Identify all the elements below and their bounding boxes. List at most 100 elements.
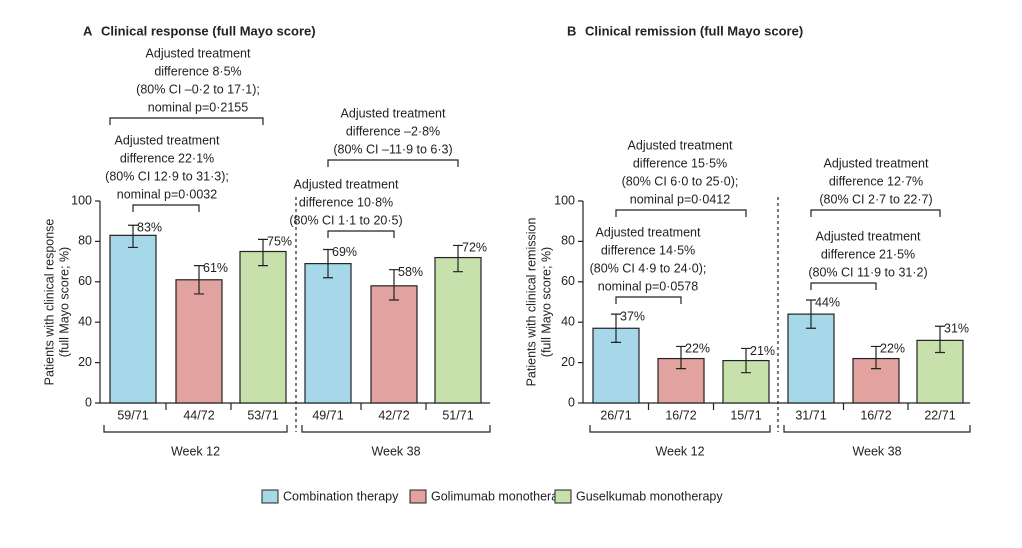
value-label: 83% xyxy=(137,221,162,235)
error-bar xyxy=(453,244,463,273)
annotation: difference 8·5% xyxy=(154,64,241,78)
group-bracket xyxy=(589,425,771,433)
count-label: 44/72 xyxy=(183,408,214,422)
y-tick-label: 60 xyxy=(78,274,92,288)
y-axis-label: Patients with clinical response xyxy=(42,219,56,386)
annotation: nominal p=0·0032 xyxy=(117,187,217,201)
bar xyxy=(370,285,418,404)
x-group-label: Week 12 xyxy=(655,444,704,458)
annotation: Adjusted treatment xyxy=(628,138,733,152)
value-label: 61% xyxy=(203,261,228,275)
annotation: Adjusted treatment xyxy=(816,229,921,243)
panel-label: A xyxy=(83,23,93,38)
count-label: 16/72 xyxy=(860,408,891,422)
count-label: 49/71 xyxy=(312,408,343,422)
legend-swatch xyxy=(554,489,572,504)
annotation: Adjusted treatment xyxy=(596,225,701,239)
error-bar xyxy=(323,248,333,279)
annotation: difference 12·7% xyxy=(829,174,923,188)
comparison-bracket xyxy=(327,159,459,167)
annotation: nominal p=0·0578 xyxy=(598,279,698,293)
y-axis-label: (full Mayo score; %) xyxy=(57,247,71,357)
annotation: difference 15·5% xyxy=(633,156,727,170)
chart-title: Clinical remission (full Mayo score) xyxy=(585,23,803,38)
annotation: (80% CI 1·1 to 20·5) xyxy=(289,213,402,227)
x-group-label: Week 12 xyxy=(171,444,220,458)
y-tick-label: 100 xyxy=(554,193,575,207)
annotation: (80% CI 4·9 to 24·0); xyxy=(590,261,707,275)
comparison-bracket xyxy=(615,209,747,217)
group-bracket xyxy=(783,425,971,433)
annotation: Adjusted treatment xyxy=(146,46,251,60)
count-label: 59/71 xyxy=(117,408,148,422)
value-label: 75% xyxy=(267,235,292,249)
annotation: Adjusted treatment xyxy=(294,177,399,191)
error-bar xyxy=(741,347,751,374)
annotation: nominal p=0·2155 xyxy=(148,100,248,114)
error-bar xyxy=(871,345,881,370)
value-label: 22% xyxy=(685,342,710,356)
error-bar xyxy=(935,325,945,354)
annotation: (80% CI –0·2 to 17·1); xyxy=(136,82,260,96)
value-label: 37% xyxy=(620,309,645,323)
comparison-bracket xyxy=(109,117,264,125)
value-label: 44% xyxy=(815,295,840,309)
annotation: Adjusted treatment xyxy=(341,106,446,120)
annotation: (80% CI 12·9 to 31·3); xyxy=(105,169,229,183)
error-bar xyxy=(676,345,686,370)
value-label: 72% xyxy=(462,241,487,255)
bar xyxy=(787,313,835,404)
count-label: 15/71 xyxy=(730,408,761,422)
comparison-bracket xyxy=(810,282,877,290)
count-label: 31/71 xyxy=(795,408,826,422)
y-tick-label: 20 xyxy=(78,355,92,369)
comparison-bracket xyxy=(132,204,200,212)
y-tick-label: 20 xyxy=(561,355,575,369)
comparison-bracket xyxy=(810,209,941,217)
y-tick-label: 80 xyxy=(561,234,575,248)
annotation: (80% CI 11·9 to 31·2) xyxy=(808,265,927,279)
legend-label: Guselkumab monotherapy xyxy=(576,489,723,503)
group-bracket xyxy=(301,425,491,433)
bar xyxy=(109,234,157,404)
y-tick-label: 0 xyxy=(568,395,575,409)
x-group-label: Week 38 xyxy=(371,444,420,458)
count-label: 26/71 xyxy=(600,408,631,422)
bar xyxy=(434,256,482,404)
count-label: 22/71 xyxy=(924,408,955,422)
annotation: difference 21·5% xyxy=(821,247,915,261)
count-label: 42/72 xyxy=(378,408,409,422)
y-tick-label: 0 xyxy=(85,395,92,409)
legend-swatch xyxy=(261,489,279,504)
count-label: 51/71 xyxy=(442,408,473,422)
count-label: 53/71 xyxy=(247,408,278,422)
annotation: (80% CI 6·0 to 25·0); xyxy=(622,174,739,188)
bar xyxy=(175,279,223,404)
annotation: difference 14·5% xyxy=(601,243,695,257)
legend-label: Golimumab monotherapy xyxy=(431,489,572,503)
y-axis-label: (full Mayo score; %) xyxy=(539,247,553,357)
legend-swatch xyxy=(409,489,427,504)
error-bar xyxy=(806,299,816,329)
comparison-bracket xyxy=(615,296,682,304)
error-bar xyxy=(389,269,399,301)
group-bracket xyxy=(103,425,288,433)
annotation: Adjusted treatment xyxy=(824,156,929,170)
annotation: difference –2·8% xyxy=(346,124,440,138)
y-tick-label: 40 xyxy=(78,314,92,328)
annotation: Adjusted treatment xyxy=(115,133,220,147)
y-tick-label: 60 xyxy=(561,274,575,288)
value-label: 21% xyxy=(750,344,775,358)
error-bar xyxy=(194,265,204,295)
value-label: 31% xyxy=(944,322,969,336)
comparison-bracket xyxy=(327,230,395,238)
annotation: nominal p=0·0412 xyxy=(630,192,730,206)
y-axis-label: Patients with clinical remission xyxy=(524,218,538,387)
panel-label: B xyxy=(567,23,576,38)
chart-title: Clinical response (full Mayo score) xyxy=(101,23,316,38)
annotation: (80% CI –11·9 to 6·3) xyxy=(333,142,452,156)
error-bar xyxy=(128,224,138,249)
bar xyxy=(304,263,352,404)
value-label: 22% xyxy=(880,342,905,356)
